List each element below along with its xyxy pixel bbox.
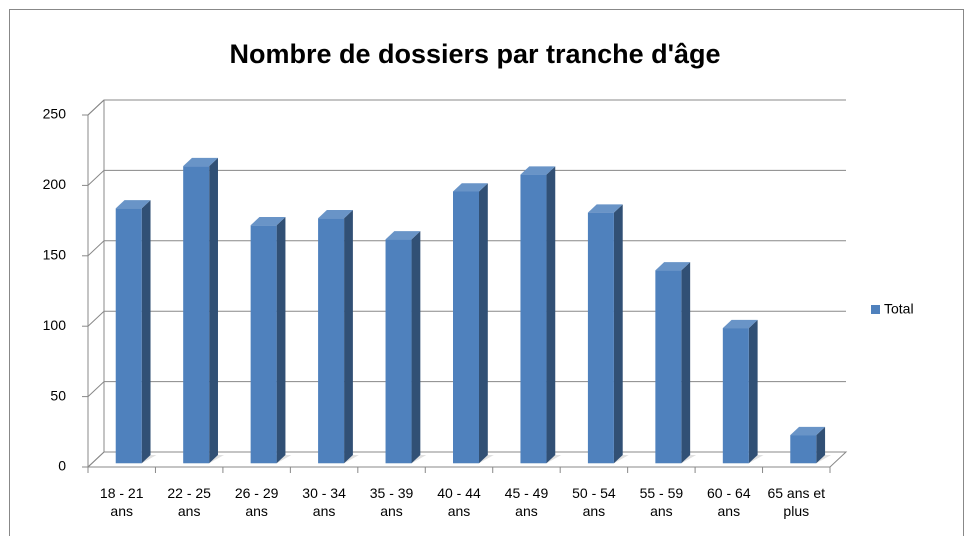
bar-side	[411, 231, 421, 464]
bar-top	[453, 183, 488, 192]
x-tick-label: 60 - 64 ans	[707, 485, 751, 519]
bar	[587, 212, 614, 464]
x-tick-label: 35 - 39 ans	[369, 485, 414, 519]
bar-side	[276, 217, 286, 464]
x-tick-label: 26 - 29 ans	[234, 485, 279, 519]
bar	[453, 191, 479, 464]
bar-top	[250, 217, 286, 226]
bar-side	[816, 426, 826, 464]
bar-side	[681, 262, 691, 464]
bar	[318, 218, 345, 464]
bar-top	[655, 262, 691, 271]
bar	[520, 174, 547, 464]
y-tick-label: 150	[43, 247, 67, 263]
bar-top	[183, 157, 218, 167]
legend-swatch	[871, 305, 880, 314]
bar-side	[141, 200, 151, 464]
bar-top	[722, 319, 758, 329]
x-tick-label: 65 ans et plus	[767, 485, 826, 519]
y-tick-label: 200	[43, 176, 67, 192]
grid-line	[87, 169, 846, 186]
bar	[722, 328, 749, 464]
x-tick-label: 22 - 25 ans	[167, 485, 211, 519]
grid-line	[87, 99, 846, 116]
chart-title: Nombre de dossiers par tranche d'âge	[229, 39, 720, 69]
bar-side	[479, 183, 488, 464]
bar-side	[209, 157, 218, 464]
x-tick-label: 50 - 54 ans	[572, 485, 616, 519]
bar	[655, 270, 682, 464]
bar	[790, 435, 817, 464]
bar-side	[546, 166, 556, 464]
x-tick-label: 55 - 59 ans	[639, 485, 684, 519]
bar-top	[385, 231, 421, 240]
x-tick-label: 45 - 49 ans	[504, 485, 549, 519]
y-tick-label: 0	[58, 458, 66, 474]
y-tick-label: 250	[43, 106, 67, 122]
bar-side	[344, 210, 353, 464]
bar-top	[790, 426, 826, 436]
x-tick-label: 40 - 44 ans	[437, 485, 481, 519]
bar-top	[318, 210, 353, 219]
bar	[385, 239, 412, 464]
bar-top	[520, 166, 556, 175]
x-tick-label: 18 - 21 ans	[99, 485, 144, 519]
x-tick-label: 30 - 34 ans	[302, 485, 346, 519]
bar	[115, 208, 142, 464]
bar-top	[115, 200, 151, 209]
y-tick-label: 100	[43, 317, 67, 333]
bar-top	[587, 204, 623, 213]
bar	[250, 225, 277, 464]
bar	[183, 166, 210, 464]
bar-side	[748, 319, 758, 464]
legend-label: Total	[884, 301, 914, 317]
y-tick-label: 50	[50, 387, 66, 403]
bar-side	[613, 204, 623, 464]
